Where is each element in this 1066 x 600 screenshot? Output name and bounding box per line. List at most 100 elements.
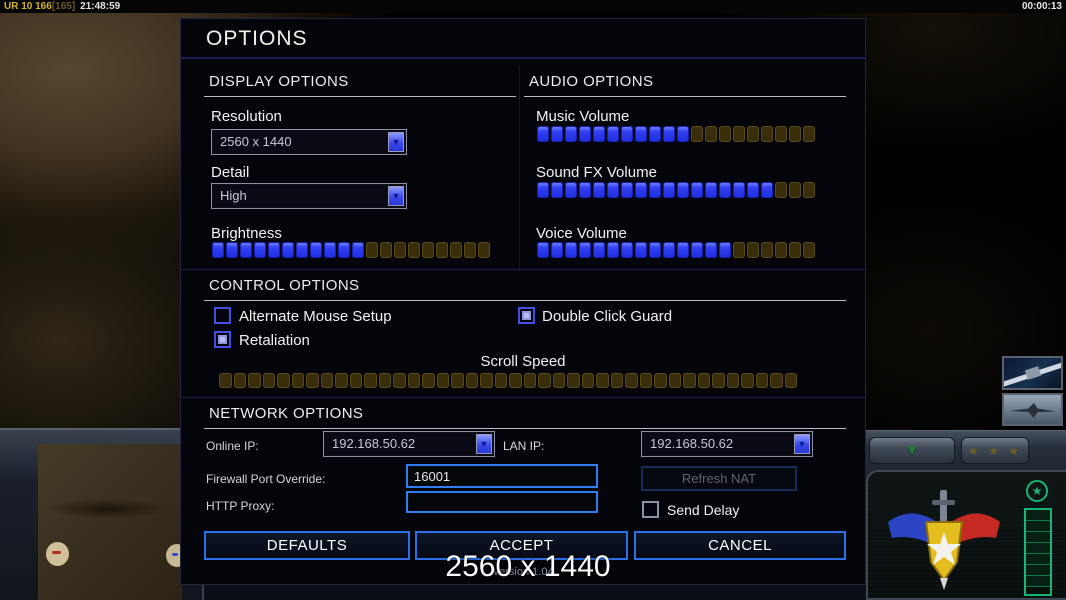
send-delay-checkbox[interactable] <box>642 501 659 518</box>
lan-ip-value: 192.168.50.62 <box>650 436 734 451</box>
slider-block <box>537 182 549 198</box>
slider-block <box>240 242 252 258</box>
slider-block <box>565 126 577 142</box>
chevron-down-icon[interactable]: ▼ <box>476 434 492 454</box>
slider-block <box>789 126 801 142</box>
slider-block <box>349 373 362 388</box>
slider-block <box>705 126 717 142</box>
double-click-guard-checkbox[interactable] <box>518 307 535 324</box>
alternate-mouse-checkbox[interactable] <box>214 307 231 324</box>
accept-button[interactable]: ACCEPT <box>415 531 628 560</box>
slider-block <box>761 242 773 258</box>
slider-block <box>705 182 717 198</box>
voice-volume-slider[interactable] <box>537 242 815 258</box>
refresh-nat-button[interactable]: Refresh NAT <box>641 466 797 491</box>
slider-block <box>649 182 661 198</box>
hud-resource-counter: UR 10 166 <box>4 1 52 12</box>
network-options-header: NETWORK OPTIONS <box>204 405 846 429</box>
slider-block <box>551 126 563 142</box>
slider-block <box>789 242 801 258</box>
slider-block <box>523 373 536 388</box>
slider-block <box>593 182 605 198</box>
slider-block <box>607 242 619 258</box>
detail-label: Detail <box>211 164 250 181</box>
cancel-button[interactable]: CANCEL <box>634 531 846 560</box>
satellite-body-icon <box>1024 366 1042 380</box>
send-delay-label: Send Delay <box>667 502 740 518</box>
slider-block <box>677 242 689 258</box>
detail-dropdown[interactable]: High ▼ <box>211 183 407 209</box>
defaults-button[interactable]: DEFAULTS <box>204 531 410 560</box>
retaliation-checkbox[interactable] <box>214 331 231 348</box>
lan-ip-dropdown[interactable]: 192.168.50.62 ▼ <box>641 431 813 457</box>
slider-block <box>705 242 717 258</box>
sfx-volume-slider[interactable] <box>537 182 815 198</box>
slider-block <box>663 182 675 198</box>
slider-block <box>775 182 787 198</box>
chevron-down-icon[interactable]: ▼ <box>388 132 404 152</box>
slider-block <box>733 242 745 258</box>
slider-block <box>219 373 232 388</box>
rank-badge-icon: ★ <box>1026 480 1048 502</box>
meter-segment <box>1026 576 1050 587</box>
brightness-slider[interactable] <box>212 242 490 258</box>
version-text: Version 1.04 <box>492 566 554 578</box>
section-separator <box>181 397 865 398</box>
slider-block <box>610 373 623 388</box>
minimap-unit-blip <box>46 542 69 566</box>
chevron-down-icon: ▼ <box>904 442 920 459</box>
slider-block <box>593 242 605 258</box>
slider-block <box>579 182 591 198</box>
slider-block <box>480 373 493 388</box>
meter-segment <box>1026 554 1050 565</box>
slider-block <box>248 373 261 388</box>
dialog-title: OPTIONS <box>206 27 308 50</box>
section-separator <box>181 269 865 270</box>
online-ip-dropdown[interactable]: 192.168.50.62 ▼ <box>323 431 495 457</box>
slider-block <box>465 373 478 388</box>
slider-block <box>761 182 773 198</box>
general-rank-button: ★ ★ ★ <box>961 437 1029 464</box>
drone-silhouette-icon <box>1010 402 1056 419</box>
resolution-dropdown[interactable]: 2560 x 1440 ▼ <box>211 129 407 155</box>
slider-block <box>663 126 675 142</box>
resolution-value: 2560 x 1440 <box>220 134 292 149</box>
slider-block <box>733 126 745 142</box>
slider-block <box>565 182 577 198</box>
slider-block <box>649 242 661 258</box>
slider-block <box>775 242 787 258</box>
title-separator <box>181 57 865 59</box>
slider-block <box>761 126 773 142</box>
slider-block <box>464 242 476 258</box>
slider-block <box>697 373 710 388</box>
lan-ip-label: LAN IP: <box>503 439 545 453</box>
section-divider <box>519 65 520 271</box>
scroll-speed-slider[interactable] <box>219 373 797 388</box>
slider-block <box>393 373 406 388</box>
minimap-frame <box>0 428 204 600</box>
slider-block <box>579 126 591 142</box>
slider-block <box>803 182 815 198</box>
slider-block <box>649 126 661 142</box>
slider-block <box>677 182 689 198</box>
slider-block <box>364 373 377 388</box>
music-volume-slider[interactable] <box>537 126 815 142</box>
unit-portrait-drone <box>1002 393 1063 426</box>
command-panel: ★ <box>866 470 1066 600</box>
chevron-down-icon[interactable]: ▼ <box>388 186 404 206</box>
slider-block <box>335 373 348 388</box>
slider-block <box>494 373 507 388</box>
display-options-header: DISPLAY OPTIONS <box>204 73 516 97</box>
slider-block <box>407 373 420 388</box>
slider-block <box>310 242 322 258</box>
chevron-down-icon[interactable]: ▼ <box>794 434 810 454</box>
slider-block <box>789 182 801 198</box>
slider-block <box>552 373 565 388</box>
firewall-port-input[interactable] <box>406 464 598 488</box>
slider-block <box>352 242 364 258</box>
slider-block <box>436 242 448 258</box>
slider-block <box>436 373 449 388</box>
slider-block <box>296 242 308 258</box>
alternate-mouse-label: Alternate Mouse Setup <box>239 308 392 325</box>
http-proxy-input[interactable] <box>406 491 598 513</box>
